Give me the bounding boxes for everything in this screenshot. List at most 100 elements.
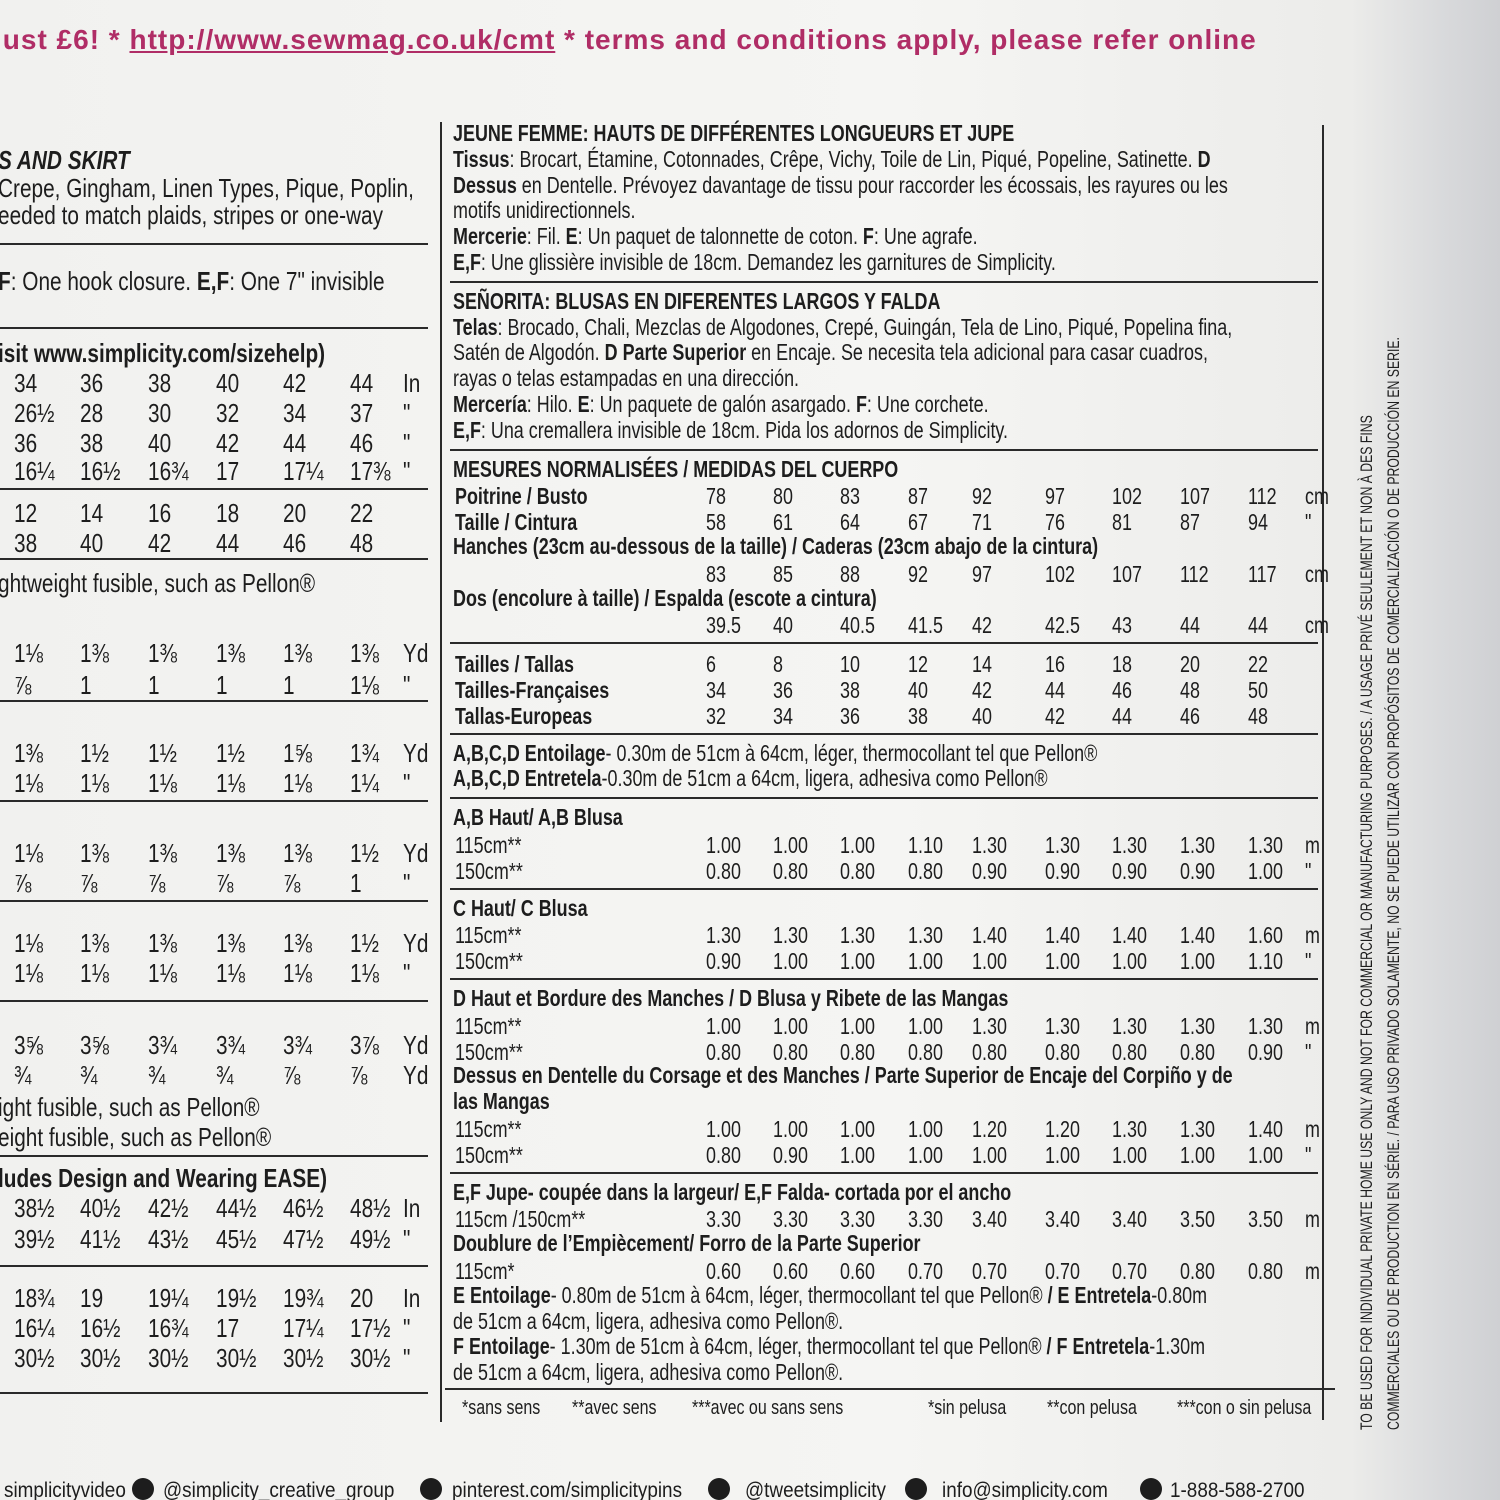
value: 3⅞ (350, 1030, 379, 1060)
value: 0.80 (972, 1038, 1007, 1065)
rule (0, 1265, 428, 1267)
text-line: JEUNE FEMME: HAUTS DE DIFFÉRENTES LONGUE… (453, 122, 1014, 145)
value: 1.20 (1045, 1116, 1080, 1142)
text-line: C Haut/ C Blusa (453, 896, 588, 920)
text-line: ludes Design and Wearing EASE) (0, 1165, 327, 1191)
bold-text: D (1197, 145, 1211, 172)
value: 1⅛ (14, 768, 43, 798)
value: 47½ (283, 1224, 324, 1254)
value: 1½ (350, 838, 379, 868)
value: 17 (216, 456, 240, 486)
unit: " (1305, 857, 1312, 884)
value: 0.70 (972, 1258, 1007, 1284)
text: - 1.30m de 51cm à 64cm, léger, thermocol… (549, 1333, 1047, 1360)
value: 1⅜ (80, 638, 109, 668)
value: 42 (972, 612, 992, 639)
footnote: ***con o sin pelusa (1177, 1397, 1312, 1419)
value: 32 (216, 398, 240, 428)
value: 40 (972, 702, 992, 729)
text: -0.80m (1151, 1281, 1208, 1308)
bold-text: E,F (196, 266, 230, 296)
value: 1.00 (1045, 1141, 1080, 1168)
text: en Encaje. Se necesita tela adicional pa… (746, 339, 1208, 366)
row-label: 150cm** (455, 1038, 523, 1065)
value: 36 (80, 368, 104, 398)
value: 1.00 (908, 1141, 943, 1168)
value: 1.00 (773, 832, 808, 858)
value: 1½ (216, 738, 245, 768)
bold-text: Tissus (453, 145, 510, 172)
value: 1⅛ (148, 768, 177, 798)
value: 3.30 (840, 1206, 875, 1233)
value: 1.00 (1112, 948, 1147, 975)
bold-text: D Parte Superior (604, 339, 747, 366)
banner-text: * terms and conditions apply, please ref… (555, 24, 1257, 55)
value: 1⅛ (216, 958, 245, 988)
value: 1.00 (706, 1012, 741, 1039)
value: 40 (908, 677, 928, 703)
unit: " (403, 868, 411, 898)
value: 1.30 (706, 922, 741, 949)
value: 3.40 (972, 1206, 1007, 1233)
value: 0.80 (706, 1038, 741, 1065)
value: 17½ (350, 1313, 391, 1343)
value: ⅞ (14, 868, 32, 898)
value: 1½ (80, 738, 109, 768)
bold-text: Mercerie (453, 223, 527, 250)
value: ¾ (148, 1060, 166, 1090)
value: 1.00 (1112, 1141, 1147, 1168)
value: 1⅜ (216, 838, 245, 868)
value: 3.50 (1180, 1206, 1215, 1233)
value: 3.30 (773, 1206, 808, 1233)
value: 1⅛ (14, 928, 43, 958)
value: 17 (216, 1313, 240, 1343)
value: 1.40 (1180, 922, 1215, 949)
text-line: MESURES NORMALISÉES / MEDIDAS DEL CUERPO (453, 455, 899, 482)
bold-text: MESURES NORMALISÉES / MEDIDAS DEL CUERPO (453, 455, 899, 482)
row-label: Tailles / Tallas (455, 651, 574, 678)
value: 1.10 (908, 832, 943, 858)
text: : Brocart, Étamine, Cotonnades, Crêpe, V… (509, 145, 1198, 172)
value: 20 (283, 498, 307, 528)
value: 30½ (350, 1343, 391, 1373)
text: eight fusible, such as Pellon® (0, 1122, 272, 1152)
text: de 51cm a 64cm, ligera, adhesiva como Pe… (453, 1307, 844, 1334)
value: 16 (148, 498, 172, 528)
value: 1.00 (1180, 948, 1215, 975)
rule (445, 1388, 1335, 1390)
text: de 51cm a 64cm, ligera, adhesiva como Pe… (453, 1359, 844, 1386)
banner: just £6! * http://www.sewmag.co.uk/cmt *… (0, 24, 1257, 56)
text: : Une glissière invisible de 18cm. Deman… (480, 249, 1056, 275)
row-label: Tallas-Europeas (455, 702, 593, 729)
value: 40 (148, 428, 172, 458)
unit: cm (1305, 612, 1329, 639)
value: 1.00 (972, 948, 1007, 975)
bold-text: E,F (453, 416, 481, 443)
text-line: Satén de Algodón. D Parte Superior en En… (453, 341, 1208, 364)
unit: " (403, 428, 411, 458)
text-line: SEÑORITA: BLUSAS EN DIFERENTES LARGOS Y … (453, 289, 940, 313)
row-label: 150cm** (455, 948, 523, 975)
bold-text: F (855, 391, 867, 417)
unit: " (403, 1313, 411, 1343)
value: 0.80 (773, 1038, 808, 1065)
text: : Brocado, Chali, Mezclas de Algodones, … (497, 313, 1233, 340)
banner-link[interactable]: http://www.sewmag.co.uk/cmt (129, 24, 556, 55)
value: 28 (80, 398, 104, 428)
unit: Yd (403, 638, 429, 668)
value: 3⅝ (80, 1030, 109, 1060)
value: 19½ (216, 1283, 257, 1313)
text-line: E Entoilage- 0.80m de 51cm à 64cm, léger… (453, 1281, 1208, 1308)
value: 46 (1180, 702, 1200, 729)
icon (1140, 1478, 1162, 1500)
value: 40 (80, 528, 104, 558)
unit: " (1305, 1038, 1312, 1065)
text: : Une agrafe. (873, 223, 978, 250)
value: 94 (1248, 509, 1268, 536)
value: 44 (1045, 677, 1065, 703)
unit: " (403, 1224, 411, 1254)
footnote: **con pelusa (1047, 1397, 1137, 1419)
text: - 0.80m de 51cm à 64cm, léger, thermocol… (550, 1281, 1048, 1308)
text-line: ghtweight fusible, such as Pellon® (0, 570, 315, 596)
value: 34 (706, 677, 726, 703)
